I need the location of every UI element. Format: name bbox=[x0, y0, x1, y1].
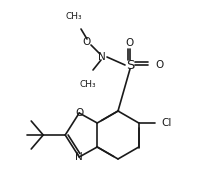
Text: S: S bbox=[125, 59, 133, 71]
Text: O: O bbox=[82, 37, 91, 47]
Text: Cl: Cl bbox=[161, 118, 171, 128]
Text: O: O bbox=[154, 60, 163, 70]
Text: O: O bbox=[75, 108, 83, 118]
Text: O: O bbox=[125, 38, 133, 48]
Text: CH₃: CH₃ bbox=[65, 12, 82, 21]
Text: CH₃: CH₃ bbox=[79, 80, 96, 89]
Text: N: N bbox=[75, 152, 83, 162]
Text: N: N bbox=[98, 52, 105, 62]
